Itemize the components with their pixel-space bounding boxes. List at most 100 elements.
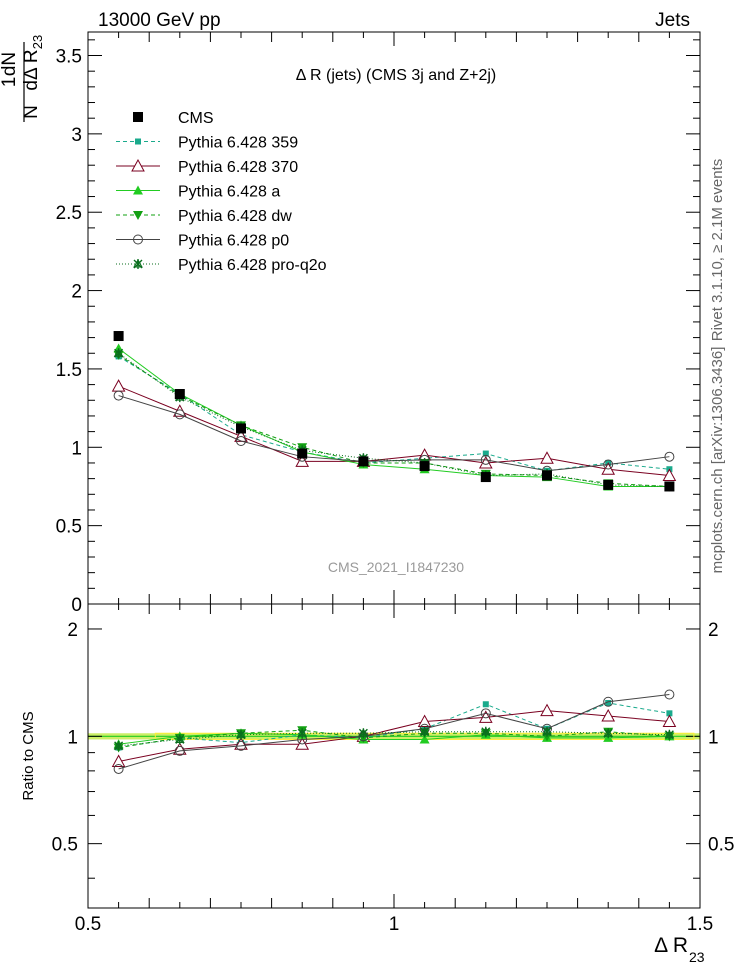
data-point [358, 456, 369, 467]
xtick-label: 1.5 [687, 914, 713, 935]
ratio-line [118, 710, 670, 762]
ratio-point [480, 708, 491, 719]
legend-entry: Pythia 6.428 370 [116, 158, 298, 176]
ratio-point [417, 714, 432, 728]
xtick-label: 0.5 [75, 914, 101, 935]
ratio-point [419, 734, 430, 744]
ytick-label-bottom-right: 1 [708, 727, 719, 748]
data-point [113, 331, 124, 342]
series-pythia-6-428-370 [111, 379, 677, 481]
legend-label: Pythia 6.428 p0 [178, 233, 289, 250]
legend-marker [133, 258, 143, 269]
top-ylabel: 1 N dN dΔ R 23 [0, 35, 45, 122]
ytick-label-top: 1.5 [56, 360, 82, 381]
ytick-label-top: 3.5 [56, 47, 82, 68]
ytick-label-top: 2.5 [56, 203, 82, 224]
legend: CMS Pythia 6.428 359 Pythia 6.428 370 Pythi… [116, 110, 327, 274]
series-line [118, 395, 670, 472]
legend-entry: Pythia 6.428 359 [116, 135, 298, 152]
ratio-point [603, 728, 614, 739]
data-point [478, 455, 493, 469]
data-point [174, 409, 185, 420]
ratio-point [113, 763, 124, 774]
ytick-label-bottom: 2 [67, 620, 78, 641]
legend-label: Pythia 6.428 370 [178, 159, 298, 176]
data-point [664, 451, 675, 462]
legend-entry: CMS [133, 110, 214, 127]
data-point [480, 472, 491, 483]
rivet-note: Rivet 3.1.10, ≥ 2.1M events [709, 159, 726, 342]
data-point [236, 436, 246, 447]
data-point [297, 448, 308, 459]
data-point [419, 461, 430, 472]
bottom-frame [87, 603, 701, 909]
legend-marker [133, 211, 143, 220]
ratio-point [297, 728, 308, 739]
legend-label: CMS [178, 110, 214, 127]
series-line [118, 352, 670, 487]
legend-entry: Pythia 6.428 pro-q2o [116, 257, 327, 274]
data-point [603, 479, 614, 490]
series-line [118, 348, 670, 487]
data-point [664, 481, 675, 492]
header-right: Jets [655, 10, 690, 31]
ratio-point [480, 726, 491, 737]
legend-label: Pythia 6.428 pro-q2o [178, 257, 327, 274]
ylabel-sub: 23 [30, 35, 45, 49]
ratio-point [482, 701, 489, 708]
ratio-point [174, 745, 185, 756]
data-point [482, 450, 489, 457]
ratio-line [118, 729, 670, 749]
legend-label: Pythia 6.428 359 [178, 135, 298, 152]
series-line [118, 385, 670, 476]
ratio-pythia-6-428-p0 [113, 689, 675, 774]
ytick-label-bottom-right: 0.5 [708, 835, 734, 856]
ytick-label-bottom: 0.5 [52, 835, 78, 856]
watermark: CMS_2021_I1847230 [328, 559, 464, 575]
data-point [174, 389, 185, 400]
ytick-label-top: 1 [71, 438, 82, 459]
ratio-line [118, 702, 670, 749]
bottom-plot-area: 0.5 1 1.5 0.5 0.5 1 1 2 2 [52, 603, 734, 935]
data-point [480, 454, 491, 465]
ratio-point [542, 726, 552, 737]
ratio-point [358, 728, 369, 739]
series-pythia-6-428-dw [113, 350, 675, 492]
series-pythia-6-428-pro-q2o [113, 348, 675, 492]
top-plot-area: 0 0.5 1 1.5 2 2.5 3 3.5 [56, 31, 701, 616]
series-pythia-6-428-a [113, 343, 675, 491]
legend-marker [133, 234, 143, 245]
legend-marker [131, 158, 145, 172]
ratio-pythia-6-428-pro-q2o [113, 726, 675, 751]
xlabel-main: Δ R [654, 934, 688, 957]
ratio-point [174, 734, 185, 745]
legend-label: Pythia 6.428 a [178, 184, 280, 201]
ratio-point [666, 710, 673, 717]
mcplots-note: mcplots.cern.ch [arXiv:1306.3436] [709, 347, 726, 574]
ratio-line [118, 731, 670, 747]
data-point [113, 390, 124, 401]
xtick-label: 1 [389, 914, 400, 935]
ratio-point [605, 700, 612, 707]
data-point [111, 379, 126, 392]
ratio-point [236, 740, 246, 751]
ytick-label-bottom-right: 2 [708, 620, 719, 641]
ratio-point [603, 696, 614, 707]
ylabel-dN: dN [0, 52, 20, 76]
legend-marker [133, 185, 143, 195]
data-point [662, 468, 677, 481]
ratio-point [540, 703, 554, 717]
ytick-label-top: 2 [71, 282, 82, 303]
legend-entry: Pythia 6.428 a [116, 184, 280, 201]
legend-entry: Pythia 6.428 dw [116, 208, 292, 225]
series-pythia-6-428-359 [115, 353, 673, 474]
ratio-point [662, 714, 677, 728]
legend-label: Pythia 6.428 dw [178, 208, 292, 225]
data-point [236, 423, 246, 434]
data-point [542, 470, 552, 481]
ratio-point [236, 729, 246, 740]
ratio-point [113, 740, 124, 751]
ratio-point [664, 729, 675, 740]
ytick-label-bottom: 1 [67, 727, 78, 748]
